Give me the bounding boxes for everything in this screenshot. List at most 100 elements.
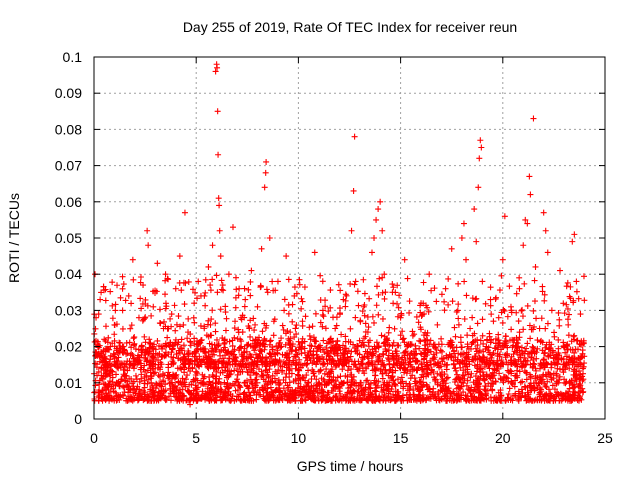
data-point xyxy=(435,341,442,348)
data-point xyxy=(319,396,326,403)
data-point xyxy=(330,349,337,356)
data-point xyxy=(565,332,572,339)
data-point xyxy=(273,370,280,377)
data-point xyxy=(527,396,534,403)
data-point xyxy=(439,348,446,355)
data-point xyxy=(107,356,114,363)
data-point xyxy=(210,365,217,372)
data-point xyxy=(320,360,327,367)
x-tick-label: 15 xyxy=(393,430,409,446)
data-point xyxy=(441,298,448,305)
data-point xyxy=(145,242,152,249)
data-point xyxy=(179,393,186,400)
data-point xyxy=(140,387,147,394)
data-point xyxy=(375,291,382,298)
data-point xyxy=(247,292,254,299)
data-point xyxy=(476,386,483,393)
data-point xyxy=(521,280,528,287)
data-point xyxy=(561,361,568,368)
data-point xyxy=(386,342,393,349)
data-point xyxy=(365,339,372,346)
data-point xyxy=(501,307,508,314)
data-point xyxy=(467,346,474,353)
data-point xyxy=(259,384,266,391)
data-point xyxy=(463,256,470,263)
data-point xyxy=(269,379,276,386)
data-point xyxy=(338,379,345,386)
data-point xyxy=(289,318,296,325)
data-point xyxy=(244,383,251,390)
data-point xyxy=(297,376,304,383)
data-point xyxy=(364,397,371,404)
data-point xyxy=(453,344,460,351)
data-point xyxy=(178,366,185,373)
data-point xyxy=(311,373,318,380)
data-point xyxy=(201,325,208,332)
data-point xyxy=(229,224,236,231)
data-point xyxy=(247,278,254,285)
data-point xyxy=(143,358,150,365)
data-point xyxy=(464,377,471,384)
data-point xyxy=(555,392,562,399)
data-point xyxy=(184,387,191,394)
data-point xyxy=(127,387,134,394)
data-point xyxy=(533,367,540,374)
data-point xyxy=(308,352,315,359)
data-point xyxy=(503,350,510,357)
data-point xyxy=(544,320,551,327)
data-point xyxy=(385,347,392,354)
data-point xyxy=(224,385,231,392)
data-point xyxy=(542,227,549,234)
data-point xyxy=(140,282,147,289)
data-point xyxy=(199,371,206,378)
data-point xyxy=(266,235,273,241)
data-point xyxy=(347,325,354,332)
data-point xyxy=(379,227,386,234)
data-point xyxy=(269,278,276,285)
data-point xyxy=(580,339,587,346)
data-point xyxy=(437,371,444,378)
data-point xyxy=(375,378,382,385)
data-point xyxy=(102,297,109,304)
data-point xyxy=(336,310,343,317)
data-point xyxy=(109,315,116,322)
data-point xyxy=(397,314,404,321)
data-point xyxy=(307,348,314,355)
data-point xyxy=(524,302,531,309)
x-tick-label: 25 xyxy=(597,430,613,446)
data-point xyxy=(184,372,191,379)
data-point xyxy=(224,361,231,368)
data-point xyxy=(513,334,520,341)
data-point xyxy=(212,346,219,353)
data-point xyxy=(310,334,317,341)
data-point xyxy=(522,361,529,368)
data-point xyxy=(483,343,490,350)
data-point xyxy=(102,323,109,330)
data-point xyxy=(548,361,555,368)
data-point xyxy=(97,296,104,303)
data-point xyxy=(542,383,549,390)
data-point xyxy=(287,329,294,336)
data-point xyxy=(308,396,315,403)
data-point xyxy=(191,335,198,342)
data-point xyxy=(100,372,107,379)
data-point xyxy=(211,361,218,368)
data-point xyxy=(391,394,398,401)
data-point xyxy=(245,286,252,293)
data-point xyxy=(207,321,214,328)
data-point xyxy=(128,300,135,307)
data-point xyxy=(348,227,355,234)
data-point xyxy=(361,354,368,361)
data-point xyxy=(322,303,329,310)
data-point xyxy=(545,397,552,404)
data-point xyxy=(220,287,227,294)
data-point xyxy=(129,256,136,263)
data-point xyxy=(340,342,347,349)
data-point xyxy=(520,242,527,249)
data-point xyxy=(238,338,245,345)
data-point xyxy=(184,335,191,342)
data-point xyxy=(498,346,505,353)
data-point xyxy=(113,392,120,399)
data-point xyxy=(258,358,265,365)
data-point xyxy=(162,305,169,312)
